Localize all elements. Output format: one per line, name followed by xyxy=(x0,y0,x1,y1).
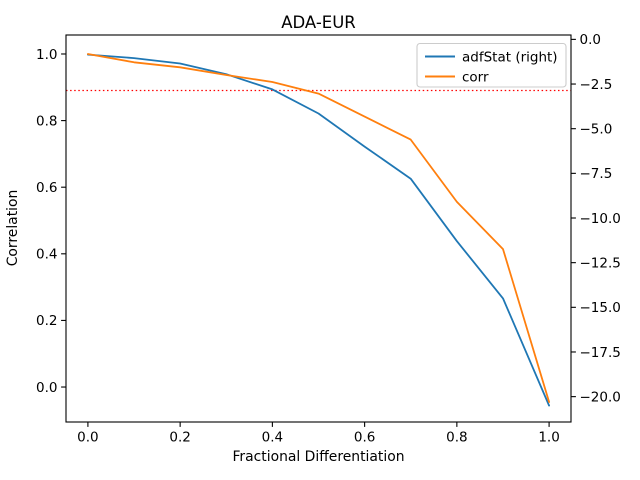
legend-label-corr: corr xyxy=(462,70,489,86)
y-axis-label: Correlation xyxy=(5,190,21,267)
tick-label: −5.0 xyxy=(580,121,613,137)
tick-label: 1.0 xyxy=(538,430,559,446)
plot-area xyxy=(66,35,571,422)
axes-frame xyxy=(65,34,572,423)
right-axis-ticks: 0.0 −2.5 −5.0 −7.5 −10.0 −12.5 −15.0 −17.5 −20.0 xyxy=(571,32,621,405)
tick-label: 0.2 xyxy=(36,313,57,329)
x-axis-ticks: 0.0 0.2 0.4 0.6 0.8 1.0 xyxy=(77,422,560,446)
tick-label: −15.0 xyxy=(580,300,621,316)
adfstat-series-line xyxy=(87,53,550,407)
corr-series-line xyxy=(87,53,550,403)
legend: adfStat (right) corr xyxy=(416,42,567,88)
tick-label: 0.0 xyxy=(77,430,98,446)
chart-title: ADA-EUR xyxy=(281,13,356,32)
tick-label: 1.0 xyxy=(36,47,57,63)
x-axis-label: Fractional Differentiation xyxy=(232,449,404,465)
tick-label: 0.8 xyxy=(36,113,57,129)
tick-label: 0.0 xyxy=(36,380,57,396)
tick-label: 0.4 xyxy=(36,247,57,263)
tick-label: 0.6 xyxy=(354,430,375,446)
tick-label: −12.5 xyxy=(580,255,621,271)
tick-label: −20.0 xyxy=(580,389,621,405)
tick-label: −10.0 xyxy=(580,211,621,227)
tick-label: 0.6 xyxy=(36,180,57,196)
tick-label: −17.5 xyxy=(580,345,621,361)
tick-label: 0.4 xyxy=(262,430,283,446)
tick-label: 0.2 xyxy=(169,430,190,446)
left-axis-ticks: 0.0 0.2 0.4 0.6 0.8 1.0 xyxy=(36,47,66,396)
tick-label: −2.5 xyxy=(580,77,613,93)
tick-label: 0.8 xyxy=(446,430,467,446)
legend-label-adfstat: adfStat (right) xyxy=(462,50,558,66)
tick-label: −7.5 xyxy=(580,166,613,182)
tick-label: 0.0 xyxy=(580,32,601,48)
